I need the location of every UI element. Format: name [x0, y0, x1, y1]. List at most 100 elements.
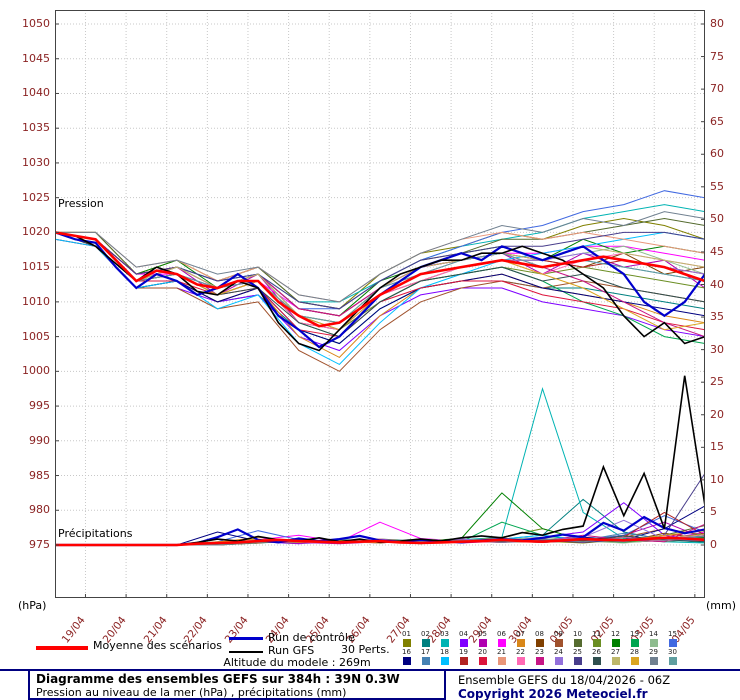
pressure-tick-label: 1025 — [22, 190, 50, 204]
pert-legend-item-22: 22 — [511, 648, 530, 666]
pert-legend-number: 20 — [478, 648, 487, 656]
copyright-label: Copyright 2026 Meteociel.fr — [458, 687, 648, 700]
pert-legend-item-15: 15 — [663, 630, 682, 648]
pert-legend-item-08: 08 — [530, 630, 549, 648]
footer: Diagramme des ensembles GEFS sur 384h : … — [0, 669, 740, 700]
pert-legend-item-04: 04 — [454, 630, 473, 648]
pert-legend-item-02: 02 — [416, 630, 435, 648]
pert-legend-number: 08 — [535, 630, 544, 638]
pert-legend-swatch — [516, 639, 525, 647]
ensemble-plot — [55, 10, 705, 598]
pert-legend-swatch — [402, 639, 411, 647]
pert-legend-swatch — [402, 657, 411, 665]
pert-legend-item-27: 27 — [606, 648, 625, 666]
pert-legend-number: 11 — [592, 630, 601, 638]
pressure-tick-label: 1050 — [22, 17, 50, 30]
gfs-legend-label: Run GFS — [268, 644, 315, 657]
pert-legend-swatch — [668, 657, 677, 665]
pert-legend-item-07: 07 — [511, 630, 530, 648]
plot-frame — [55, 10, 705, 598]
pressure-tick-label: 1000 — [22, 364, 50, 378]
pert-legend-swatch — [497, 639, 506, 647]
pert-legend-number: 07 — [516, 630, 525, 638]
pert-legend-number: 03 — [440, 630, 449, 638]
gfs-run-pressure-line — [55, 231, 705, 352]
pert-legend-number: 05 — [478, 630, 487, 638]
precip-tick-label: 60 — [710, 147, 724, 161]
date-tick-label: 23/04 — [222, 614, 251, 646]
pressure-tick-label: 995 — [29, 399, 50, 413]
precip-tick-label: 70 — [710, 82, 724, 96]
pert-legend-swatch — [516, 657, 525, 665]
perts-count-label: 30 Perts. — [341, 643, 390, 656]
pert-legend-number: 25 — [573, 648, 582, 656]
pert-legend-number: 14 — [649, 630, 658, 638]
pert-legend-item-05: 05 — [473, 630, 492, 648]
precip-tick-label: 15 — [710, 440, 724, 454]
precip-tick-label: 75 — [710, 49, 724, 63]
precip-tick-label: 5 — [710, 505, 717, 519]
pert-legend-swatch — [535, 657, 544, 665]
precip-tick-label: 65 — [710, 114, 724, 128]
pert-legend-number: 18 — [440, 648, 449, 656]
pert-legend-item-25: 25 — [568, 648, 587, 666]
pert-legend-swatch — [611, 657, 620, 665]
pert-legend-item-29: 29 — [644, 648, 663, 666]
pressure-tick-label: 1040 — [22, 86, 50, 100]
pert-legend-swatch — [611, 639, 620, 647]
member-line-25-precip — [55, 473, 705, 546]
precip-tick-label: 50 — [710, 212, 724, 226]
footer-title-box: Diagramme des ensembles GEFS sur 384h : … — [28, 671, 446, 700]
control-legend-label: Run de contrôle — [268, 631, 355, 644]
gfs-legend-line — [229, 651, 263, 653]
pert-legend-item-11: 11 — [587, 630, 606, 648]
member-line-29-pressure — [55, 211, 705, 303]
precip-tick-label: 40 — [710, 277, 724, 291]
pert-legend-item-23: 23 — [530, 648, 549, 666]
pert-legend-number: 16 — [402, 648, 411, 656]
pert-legend-number: 22 — [516, 648, 525, 656]
pert-legend-number: 15 — [668, 630, 677, 638]
pressure-tick-label: 1005 — [22, 329, 50, 343]
pert-legend-swatch — [478, 657, 487, 665]
precip-tick-label: 25 — [710, 375, 724, 389]
pert-legend-number: 27 — [611, 648, 620, 656]
ensemble-mean-precip-line — [55, 536, 705, 547]
pressure-tick-label: 1030 — [22, 155, 50, 169]
pert-legend-item-14: 14 — [644, 630, 663, 648]
perturbation-legend-grid: 01 02 03 04 05 06 07 08 09 10 11 12 13 14 15 16 17 18 19 20… — [397, 630, 689, 666]
precip-tick-label: 30 — [710, 342, 724, 356]
pert-legend-item-10: 10 — [568, 630, 587, 648]
pert-legend-number: 28 — [630, 648, 639, 656]
precip-tick-label: 55 — [710, 179, 724, 193]
precip-tick-label: 10 — [710, 472, 724, 486]
pert-legend-number: 12 — [611, 630, 620, 638]
pert-legend-number: 02 — [421, 630, 430, 638]
precip-tick-label: 20 — [710, 407, 724, 421]
pressure-tick-label: 990 — [29, 433, 50, 447]
date-tick-label: 19/04 — [60, 614, 89, 646]
pert-legend-item-24: 24 — [549, 648, 568, 666]
pert-legend-swatch — [592, 657, 601, 665]
pressure-tick-label: 980 — [29, 503, 50, 517]
pert-legend-number: 23 — [535, 648, 544, 656]
precip-tick-label: 0 — [710, 538, 717, 551]
pert-legend-swatch — [554, 639, 563, 647]
pert-legend-item-20: 20 — [473, 648, 492, 666]
pert-legend-item-17: 17 — [416, 648, 435, 666]
ensemble-mean-pressure-line — [55, 231, 705, 328]
pert-legend-number: 17 — [421, 648, 430, 656]
pert-legend-item-01: 01 — [397, 630, 416, 648]
pert-legend-swatch — [459, 657, 468, 665]
pert-legend-number: 24 — [554, 648, 563, 656]
pressure-tick-label: 1045 — [22, 51, 50, 65]
chart-subtitle: Pression au niveau de la mer (hPa) , pré… — [36, 686, 347, 699]
pert-legend-number: 26 — [592, 648, 601, 656]
control-legend-line — [229, 637, 263, 640]
pert-legend-swatch — [497, 657, 506, 665]
pert-legend-item-09: 09 — [549, 630, 568, 648]
pressure-tick-label: 985 — [29, 468, 50, 482]
mean-legend-label: Moyenne des scénarios — [93, 639, 222, 652]
pert-legend-number: 09 — [554, 630, 563, 638]
